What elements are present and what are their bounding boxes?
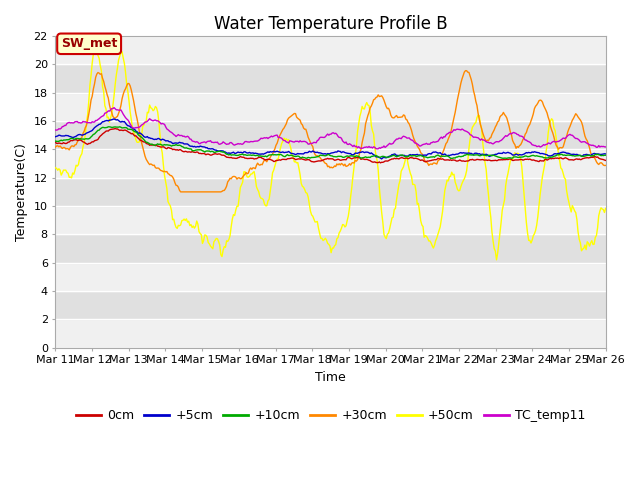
- Bar: [56, 234, 605, 263]
- Bar: [56, 149, 605, 178]
- Bar: [56, 206, 605, 234]
- Bar: [56, 320, 605, 348]
- Bar: [56, 36, 605, 64]
- Bar: [56, 121, 605, 149]
- X-axis label: Time: Time: [315, 371, 346, 384]
- Y-axis label: Temperature(C): Temperature(C): [15, 143, 28, 241]
- Legend: 0cm, +5cm, +10cm, +30cm, +50cm, TC_temp11: 0cm, +5cm, +10cm, +30cm, +50cm, TC_temp1…: [70, 404, 591, 427]
- Title: Water Temperature Profile B: Water Temperature Profile B: [214, 15, 447, 33]
- Bar: [56, 263, 605, 291]
- Bar: [56, 93, 605, 121]
- Bar: [56, 64, 605, 93]
- Bar: [56, 291, 605, 320]
- Bar: [56, 178, 605, 206]
- Text: SW_met: SW_met: [61, 37, 117, 50]
